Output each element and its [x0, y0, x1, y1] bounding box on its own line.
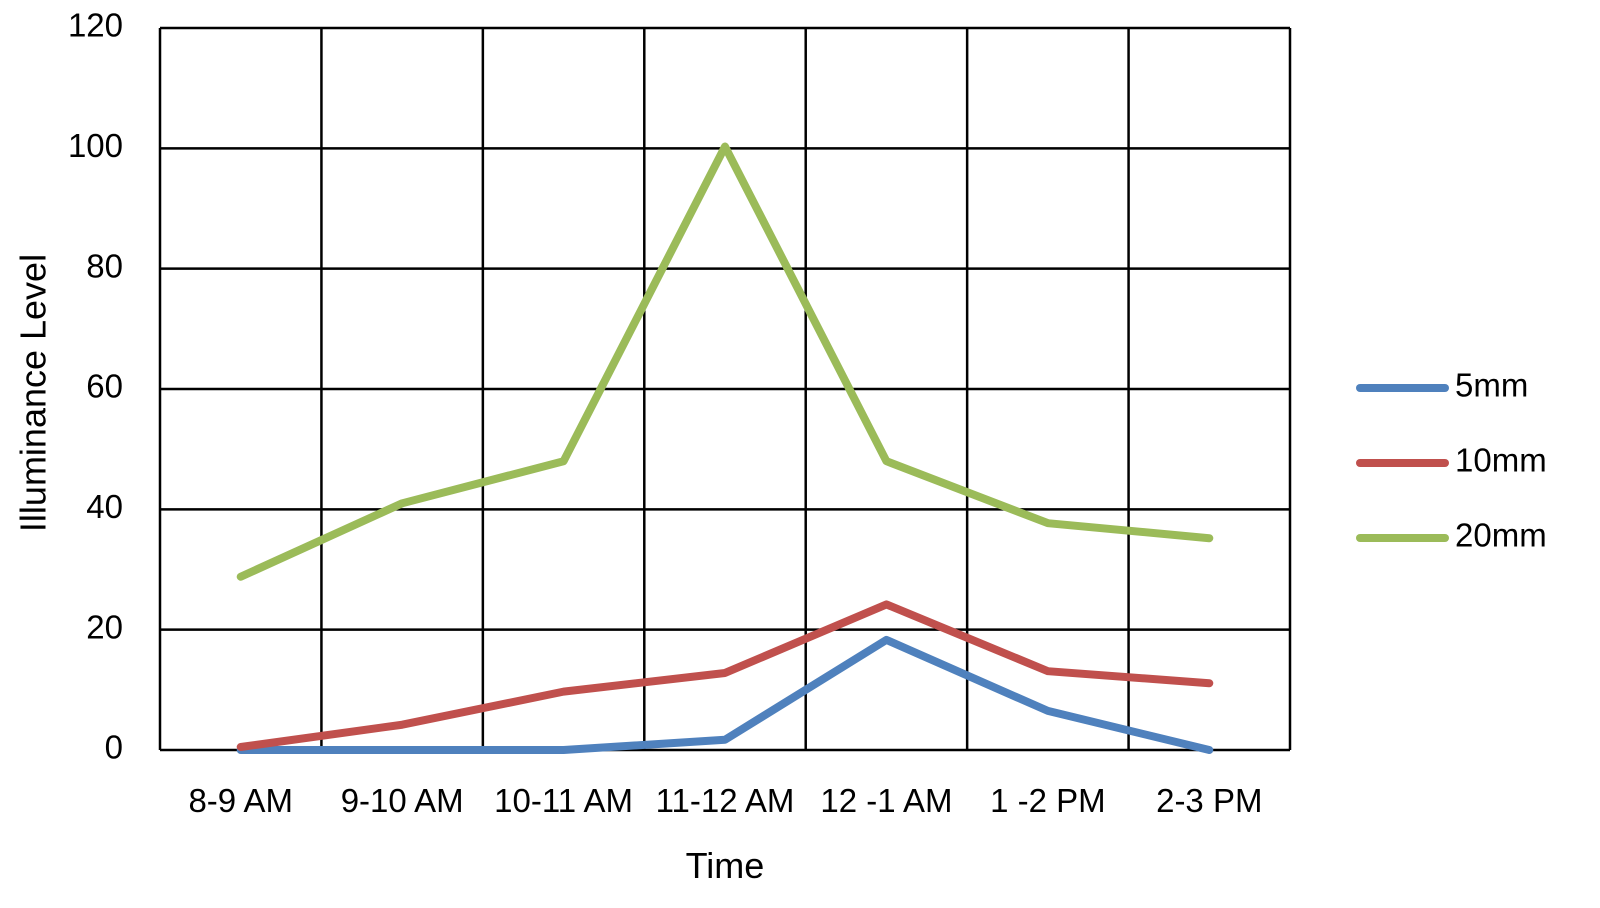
y-tick-label: 60 — [86, 368, 123, 405]
x-tick-label: 1 -2 PM — [990, 782, 1106, 819]
y-tick-labels: 0 20 40 60 80 100 120 — [68, 7, 123, 766]
legend-label: 5mm — [1455, 367, 1528, 404]
legend: 5mm 10mm 20mm — [1356, 367, 1547, 554]
x-tick-label: 12 -1 AM — [820, 782, 952, 819]
legend-label: 20mm — [1455, 517, 1547, 554]
x-tick-label: 2-3 PM — [1156, 782, 1262, 819]
y-tick-label: 40 — [86, 488, 123, 525]
y-tick-label: 120 — [68, 7, 123, 44]
y-axis-title: Illuminance Level — [13, 254, 54, 532]
series-line-5mm — [236, 635, 1214, 754]
y-tick-label: 20 — [86, 608, 123, 645]
series-line-20mm — [236, 142, 1214, 581]
grid — [158, 26, 1292, 752]
y-tick-label: 80 — [86, 247, 123, 284]
x-tick-label: 11-12 AM — [656, 782, 795, 819]
x-axis-title: Time — [686, 845, 765, 886]
x-tick-label: 8-9 AM — [188, 782, 293, 819]
y-tick-label: 0 — [105, 729, 123, 766]
y-tick-label: 100 — [68, 127, 123, 164]
x-tick-labels: 8-9 AM 9-10 AM 10-11 AM 11-12 AM 12 -1 AM 1 -… — [188, 782, 1262, 819]
legend-label: 10mm — [1455, 442, 1547, 479]
series-line-10mm — [236, 600, 1214, 751]
series-lines — [236, 142, 1214, 754]
x-tick-label: 9-10 AM — [341, 782, 464, 819]
x-tick-label: 10-11 AM — [494, 782, 633, 819]
